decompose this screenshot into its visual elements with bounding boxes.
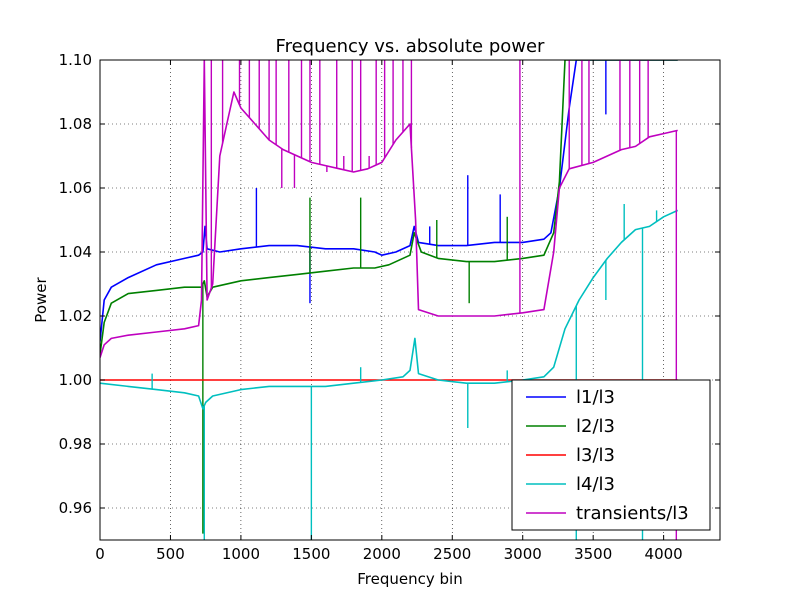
y-tick-label: 0.96 (59, 499, 92, 517)
y-tick-label: 1.02 (59, 307, 92, 325)
x-tick-label: 0 (95, 545, 105, 563)
y-axis-label: Power (32, 276, 50, 322)
y-tick-label: 1.10 (59, 51, 92, 69)
series-4 (100, 60, 678, 540)
x-tick-label: 4000 (645, 545, 683, 563)
y-tick-label: 1.04 (59, 243, 92, 261)
y-tick-label: 1.06 (59, 179, 92, 197)
series-line (100, 60, 678, 355)
x-tick-label: 500 (156, 545, 185, 563)
x-tick-label: 3500 (574, 545, 612, 563)
legend-label: l3/l3 (576, 445, 615, 466)
legend: l1/l3 l2/l3 l3/l3 l4/l3 transients/l3 (511, 379, 711, 531)
series-0 (100, 60, 678, 342)
x-axis-label: Frequency bin (357, 570, 462, 588)
x-tick-label: 1500 (292, 545, 330, 563)
legend-label: l1/l3 (576, 387, 615, 408)
series-line (100, 60, 678, 358)
y-tick-label: 1.00 (59, 371, 92, 389)
x-tick-label: 3000 (504, 545, 542, 563)
x-tick-label: 1000 (222, 545, 260, 563)
x-tick-label: 2500 (433, 545, 471, 563)
y-tick-label: 0.98 (59, 435, 92, 453)
legend-label: transients/l3 (576, 503, 689, 524)
y-tick-label: 1.08 (59, 115, 92, 133)
x-tick-label: 2000 (363, 545, 401, 563)
legend-label: l2/l3 (576, 416, 615, 437)
plot-frame (99, 59, 721, 541)
ticks: 0 500 1000 1500 2000 2500 3000 3500 4000 0.96 0.98… (59, 51, 720, 563)
chart-title: Frequency vs. absolute power (276, 36, 546, 57)
series-line (100, 60, 678, 342)
legend-label: l4/l3 (576, 474, 615, 495)
